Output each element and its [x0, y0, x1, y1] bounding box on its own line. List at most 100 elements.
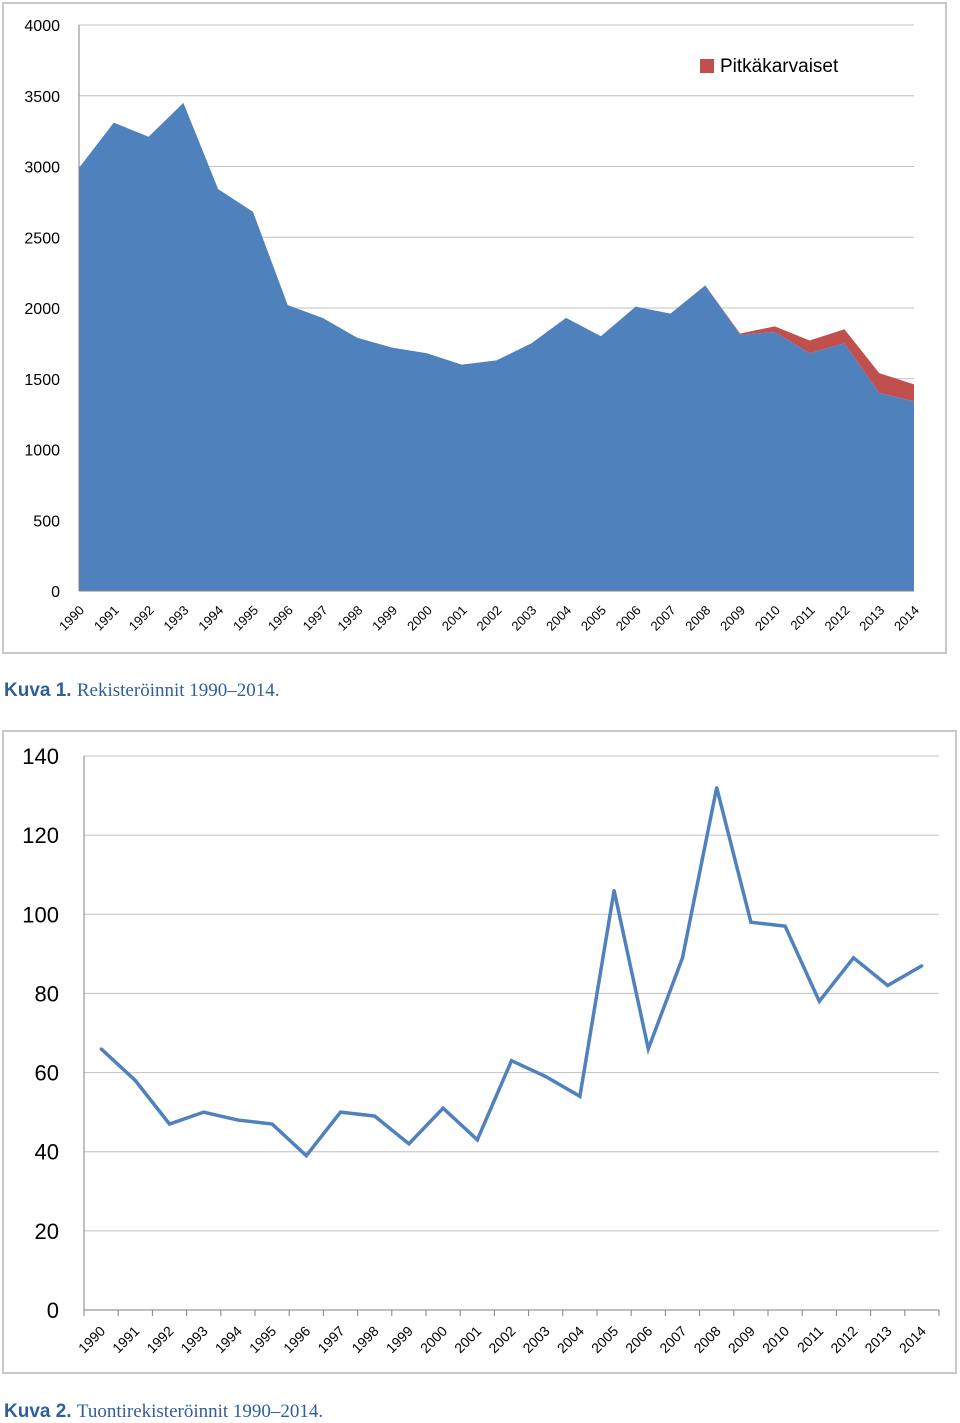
- x-tick-label: 1997: [314, 1323, 347, 1356]
- x-tick-label: 2004: [554, 1323, 587, 1356]
- figure-caption-text-1: Rekisteröinnit 1990–2014.: [76, 680, 280, 701]
- figure-label-1: Kuva 1.: [4, 680, 72, 701]
- x-tick-label: 2014: [896, 1323, 929, 1356]
- x-tick-label: 1999: [369, 603, 400, 634]
- x-tick-label: 1993: [160, 603, 191, 634]
- registrations-chart: 0 500 1000 1500 2000 2500 3000 3500 4000 1990 199…: [2, 2, 947, 654]
- x-tick-label: 1990: [75, 1323, 108, 1356]
- x-tick-label: 2012: [821, 603, 852, 634]
- x-tick-label: 2002: [474, 603, 505, 634]
- x-tick-label: 1991: [109, 1323, 142, 1356]
- x-tick-label: 2005: [588, 1323, 621, 1356]
- x-tick-label: 1993: [177, 1323, 210, 1356]
- x-tick-label: 1996: [280, 1323, 313, 1356]
- data-point: [99, 1047, 103, 1051]
- x-tick-label: 2000: [404, 603, 435, 634]
- x-tick-label: 2003: [519, 1323, 552, 1356]
- x-tick-label: 2000: [417, 1323, 450, 1356]
- data-point: [817, 999, 821, 1003]
- data-point: [681, 956, 684, 960]
- y-tick-label: 140: [22, 744, 59, 769]
- y-tick-label: 3500: [24, 89, 60, 106]
- y-tick-label: 0: [47, 1298, 59, 1323]
- figure-label-2: Kuva 2.: [4, 1401, 72, 1422]
- data-point: [578, 1094, 582, 1098]
- x-tick-label: 1997: [300, 603, 331, 634]
- data-point: [270, 1122, 274, 1126]
- x-tick-label: 1998: [348, 1323, 381, 1356]
- y-tick-label: 2000: [24, 301, 60, 318]
- x-tick-label: 1994: [212, 1323, 245, 1356]
- x-tick-label: 2007: [656, 1323, 689, 1356]
- y-tick-label: 80: [35, 981, 59, 1006]
- data-point: [202, 1110, 206, 1114]
- data-point: [749, 920, 753, 924]
- data-point: [304, 1154, 308, 1158]
- y-tick-label: 20: [35, 1219, 59, 1244]
- x-tick-label: 1991: [91, 603, 122, 634]
- x-tick-label: 2006: [613, 603, 644, 634]
- x-tick-label: 2011: [794, 1323, 827, 1356]
- x-tick-label: 2011: [787, 603, 817, 633]
- y-tick-label: 3000: [24, 160, 60, 177]
- x-tick-label: 2005: [578, 603, 609, 634]
- data-point: [373, 1114, 377, 1118]
- x-tick-label: 1996: [265, 603, 296, 634]
- y-tick-label: 120: [22, 823, 59, 848]
- data-point: [236, 1118, 240, 1122]
- data-point: [544, 1075, 548, 1079]
- y-tick-label: 40: [35, 1140, 59, 1165]
- x-tick-label: 2009: [717, 603, 748, 634]
- data-point: [886, 984, 890, 988]
- y-tick-label: 60: [35, 1061, 59, 1086]
- legend-swatch-long-hair: [700, 59, 714, 73]
- y-tick-label: 2500: [24, 230, 60, 247]
- x-tick-label: 1999: [383, 1323, 416, 1356]
- x-tick-label: 1992: [126, 603, 157, 634]
- data-point: [407, 1142, 411, 1146]
- x-tick-label: 2010: [752, 603, 783, 634]
- x-tick-label: 1992: [143, 1323, 176, 1356]
- data-point: [475, 1138, 479, 1142]
- figure-caption-2: Kuva 2. Tuontirekisteröinnit 1990–2014.: [4, 1401, 323, 1423]
- x-tick-label: 2013: [861, 1323, 894, 1356]
- x-tick-label: 2001: [451, 1323, 484, 1356]
- y-tick-label: 100: [22, 902, 59, 927]
- series-line: [99, 787, 923, 1159]
- y-tick-label: 500: [33, 513, 60, 530]
- x-tick-label: 1995: [246, 1323, 279, 1356]
- y-tick-label: 0: [51, 584, 60, 601]
- figure-caption-text-2: Tuontirekisteröinnit 1990–2014.: [76, 1401, 324, 1422]
- legend-label-long-hair: Pitkäkarvaiset: [720, 56, 839, 77]
- import-registrations-chart: 0 20 40 60 80 100 120 140 1990 1991 1992 1993 1994 1…: [2, 730, 957, 1374]
- data-point: [715, 786, 719, 790]
- x-tick-label: 2006: [622, 1323, 655, 1356]
- x-tick-label: 2012: [827, 1323, 860, 1356]
- chart-legend: Pitkäkarvaiset: [700, 56, 839, 77]
- x-tick-label: 2014: [891, 603, 922, 634]
- x-tick-label: 2003: [508, 603, 539, 634]
- x-tick-label: 2001: [439, 603, 470, 634]
- data-point: [783, 924, 787, 928]
- figure-caption-1: Kuva 1. Rekisteröinnit 1990–2014.: [4, 680, 280, 702]
- x-tick-label: 1995: [230, 603, 261, 634]
- x-tick-label: 2002: [485, 1323, 518, 1356]
- x-tick-label: 2010: [759, 1323, 792, 1356]
- data-point: [920, 964, 924, 968]
- y-tick-label: 1500: [24, 372, 60, 389]
- data-point: [852, 956, 855, 960]
- data-point: [133, 1078, 137, 1082]
- data-point: [510, 1059, 513, 1063]
- y-tick-label: 4000: [24, 18, 60, 35]
- data-point: [612, 889, 616, 893]
- data-point: [168, 1122, 171, 1126]
- y-tick-label: 1000: [24, 443, 60, 460]
- data-point: [339, 1110, 342, 1114]
- x-tick-label: 1990: [56, 603, 87, 634]
- x-tick-label: 2013: [856, 603, 887, 634]
- area-short-hair: [79, 102, 914, 591]
- x-tick-label: 2008: [690, 1323, 723, 1356]
- x-tick-label: 2008: [682, 603, 713, 634]
